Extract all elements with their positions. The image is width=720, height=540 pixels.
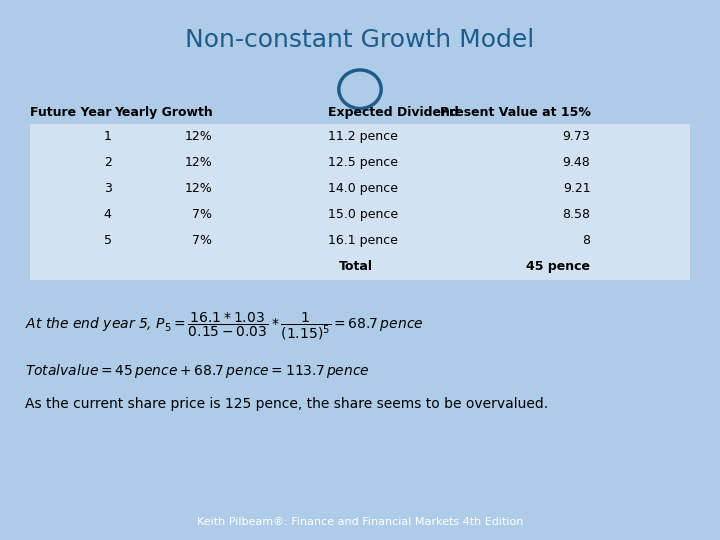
Bar: [30, 202, 690, 228]
Text: Present Value at 15%: Present Value at 15%: [439, 106, 590, 119]
Text: 12%: 12%: [184, 183, 212, 195]
Text: 9.73: 9.73: [562, 131, 590, 144]
Text: 12.5 pence: 12.5 pence: [328, 157, 397, 170]
Text: 3: 3: [104, 183, 112, 195]
Text: Non-constant Growth Model: Non-constant Growth Model: [185, 28, 535, 52]
Text: 4: 4: [104, 208, 112, 221]
Text: At the end year 5, $P_5 = \dfrac{16.1*1.03}{0.15-0.03}*\dfrac{1}{(1.15)^5} = 68.: At the end year 5, $P_5 = \dfrac{16.1*1.…: [25, 310, 423, 342]
Bar: [30, 150, 690, 176]
Text: 16.1 pence: 16.1 pence: [328, 234, 397, 247]
Text: 12%: 12%: [184, 131, 212, 144]
Bar: [30, 176, 690, 202]
Text: Keith Pilbeam®: Finance and Financial Markets 4th Edition: Keith Pilbeam®: Finance and Financial Ma…: [197, 517, 523, 528]
Bar: [30, 228, 690, 254]
Text: Expected Dividend: Expected Dividend: [328, 106, 459, 119]
Text: 15.0 pence: 15.0 pence: [328, 208, 397, 221]
Bar: [30, 124, 690, 150]
Text: 7%: 7%: [192, 234, 212, 247]
Text: Total: Total: [338, 260, 373, 273]
Text: 1: 1: [104, 131, 112, 144]
Text: 14.0 pence: 14.0 pence: [328, 183, 397, 195]
Text: As the current share price is 125 pence, the share seems to be overvalued.: As the current share price is 125 pence,…: [25, 397, 548, 411]
Text: 9.48: 9.48: [562, 157, 590, 170]
Text: 7%: 7%: [192, 208, 212, 221]
Text: Future Year: Future Year: [30, 106, 112, 119]
Text: 2: 2: [104, 157, 112, 170]
Text: 8.58: 8.58: [562, 208, 590, 221]
Text: 12%: 12%: [184, 157, 212, 170]
Text: Yearly Growth: Yearly Growth: [114, 106, 212, 119]
Text: 9.21: 9.21: [563, 183, 590, 195]
Text: 45 pence: 45 pence: [526, 260, 590, 273]
Bar: [30, 254, 690, 280]
Text: 8: 8: [582, 234, 590, 247]
Text: $Totalvalue = 45\,pence + 68.7\,pence = 113.7\,pence$: $Totalvalue = 45\,pence + 68.7\,pence = …: [25, 362, 370, 380]
Text: 5: 5: [104, 234, 112, 247]
Text: 11.2 pence: 11.2 pence: [328, 131, 397, 144]
